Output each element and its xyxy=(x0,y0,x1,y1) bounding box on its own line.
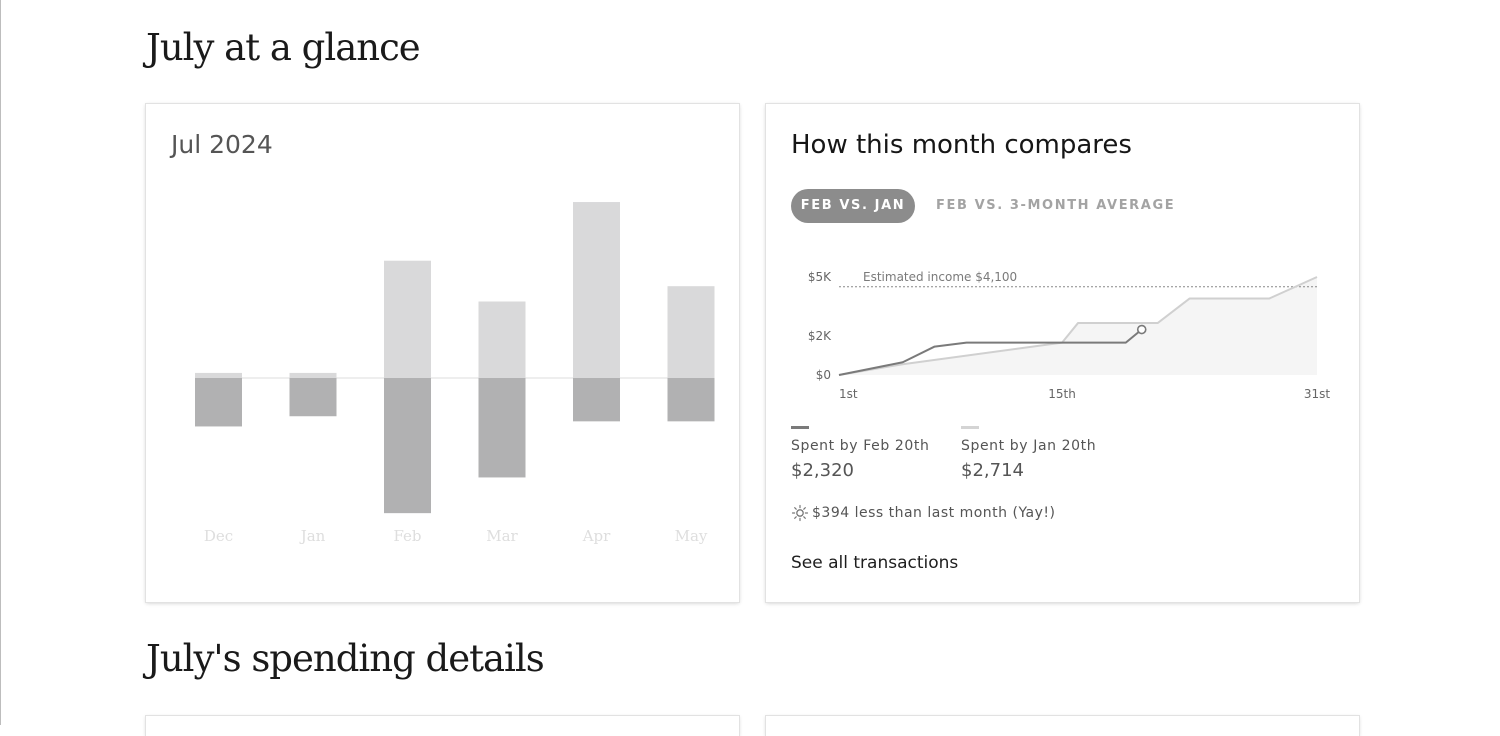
bar-positive-feb xyxy=(384,260,431,378)
bar-negative-dec xyxy=(195,378,242,427)
bar-negative-apr xyxy=(573,378,620,422)
monthly-overview-card: Jul 2024 Dec Jan Feb Mar Apr May xyxy=(146,104,739,602)
current-point-marker xyxy=(1136,324,1147,335)
page-left-border xyxy=(0,0,1,725)
x-tick-label: 31st xyxy=(1304,387,1331,401)
tab-feb-vs-jan[interactable]: FEB VS. JAN xyxy=(791,189,915,223)
x-tick-label: Apr xyxy=(582,527,611,545)
spending-delta-text: $394 less than last month (Yay!) xyxy=(812,505,1056,521)
spending-line-chart: $0 $2K $5K 1st 15th 31st Estimated income $4,1… xyxy=(808,270,1331,401)
x-tick-label: 1st xyxy=(839,387,858,401)
section-title-spending-details: July's spending details xyxy=(146,637,545,680)
bar-positive-jan xyxy=(289,372,337,378)
x-tick-label: Feb xyxy=(393,527,421,545)
x-tick-label: Jan xyxy=(299,527,326,545)
x-tick-label: Dec xyxy=(204,527,233,545)
legend-value-previous: $2,714 xyxy=(961,460,1024,481)
bar-positive-mar xyxy=(478,301,526,378)
compare-card-title: How this month compares xyxy=(791,130,1132,160)
bar-positive-may xyxy=(667,286,715,378)
legend-swatch-previous xyxy=(961,426,979,429)
estimated-income-label: Estimated income $4,100 xyxy=(863,270,1017,284)
month-compare-card: How this month compares FEB VS. JAN FEB … xyxy=(766,104,1359,602)
y-tick-label: $5K xyxy=(808,270,832,284)
previous-month-area xyxy=(839,277,1317,375)
y-tick-label: $2K xyxy=(808,329,832,343)
bar-negative-jan xyxy=(289,378,337,417)
monthly-bar-chart: Dec Jan Feb Mar Apr May xyxy=(195,202,715,545)
legend-swatch-current xyxy=(791,426,809,429)
details-card-right xyxy=(766,716,1359,736)
bar-positive-dec xyxy=(195,372,242,378)
section-title-glance: July at a glance xyxy=(146,26,421,69)
x-tick-label: 15th xyxy=(1048,387,1076,401)
y-tick-label: $0 xyxy=(816,368,831,382)
sun-icon xyxy=(791,504,809,522)
legend-value-current: $2,320 xyxy=(791,460,854,481)
bar-negative-may xyxy=(667,378,715,422)
series-line-current xyxy=(838,328,1143,376)
month-label: Jul 2024 xyxy=(171,130,273,159)
x-tick-label: May xyxy=(675,527,708,545)
bar-negative-feb xyxy=(384,378,431,514)
bar-positive-apr xyxy=(573,202,620,378)
legend-label-previous: Spent by Jan 20th xyxy=(961,438,1097,454)
bar-negative-mar xyxy=(478,378,526,478)
legend-label-current: Spent by Feb 20th xyxy=(791,438,930,454)
see-all-transactions-link[interactable]: See all transactions xyxy=(791,553,959,573)
x-tick-label: Mar xyxy=(486,527,518,545)
series-line-previous xyxy=(838,276,1318,376)
details-card-left xyxy=(146,716,739,736)
tab-feb-vs-3-month-average[interactable]: FEB VS. 3-MONTH AVERAGE xyxy=(936,198,1176,213)
